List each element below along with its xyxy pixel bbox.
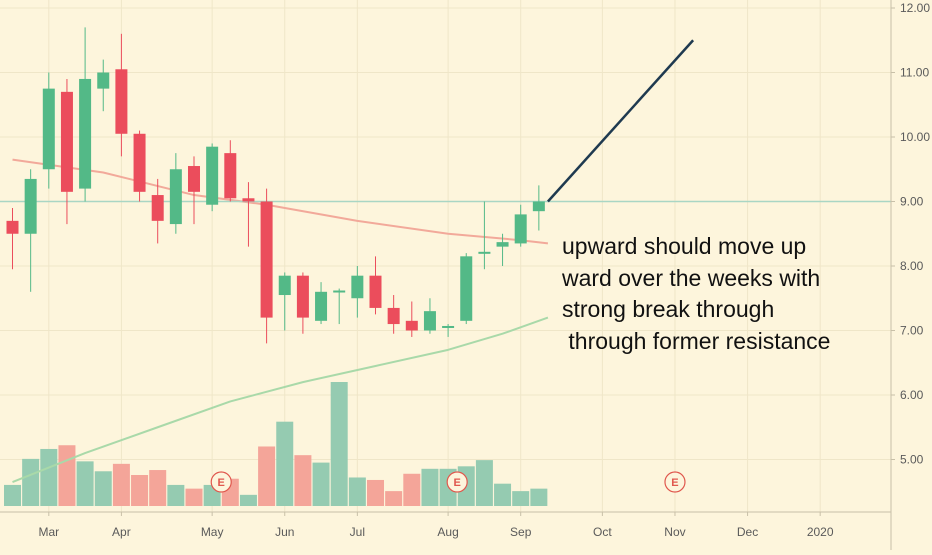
volume-bar [276,421,294,506]
time-tick-label: Nov [664,525,685,539]
candle-down [188,166,200,192]
candle-up [333,290,346,293]
earnings-label: E [454,477,461,489]
moving-averages [12,158,549,484]
annotation-line-4: through former resistance [562,328,830,354]
time-tick-label: Oct [593,525,612,539]
candle-down [115,69,128,134]
trend-line[interactable] [546,39,695,203]
volume-bar [4,484,21,506]
volume-bar [475,460,493,506]
price-axis[interactable]: 12.00 11.00 10.00 9.00 8.00 7.00 6.00 5.00 [891,1,930,467]
candle-down [369,275,382,308]
candle-up [79,78,92,189]
volume-bar [149,470,167,506]
time-tick-label: Jul [350,525,365,539]
candle-down [151,195,164,221]
candle-up [351,275,364,299]
candle-down [133,133,146,192]
volume-bar [421,468,439,506]
candle-down [296,275,309,318]
candle-down [387,307,400,325]
time-tick-label: Dec [737,525,758,539]
time-tick-label: 2020 [807,525,834,539]
earnings-label: E [671,477,678,489]
price-tick-label: 10.00 [900,130,930,144]
price-tick-label: 6.00 [900,388,924,402]
candle-down [60,91,73,192]
candle-up [97,72,110,89]
time-axis[interactable]: Mar Apr May Jun Jul Aug Sep Oct Nov Dec 2020 [38,512,834,539]
annotation-line-3: strong break through [562,296,774,322]
volume-bar [294,455,312,506]
candle-up [24,178,37,234]
volume-bar [385,491,403,506]
price-tick-label: 8.00 [900,259,924,273]
candle-down [260,201,273,318]
volume-bar [185,488,203,506]
volume-bar [258,446,276,506]
time-tick-label: Aug [437,525,458,539]
candle-up [278,275,291,296]
volume-bar [494,483,512,506]
volume-bar [40,448,58,506]
price-tick-label: 12.00 [900,1,930,15]
candle-down [405,320,418,331]
volume-bar [58,445,76,506]
candle-up [42,88,55,170]
candle-up [206,146,219,205]
candle-up [423,311,436,331]
candle-up [532,201,545,212]
time-tick-label: Sep [510,525,532,539]
price-tick-label: 9.00 [900,195,924,209]
price-tick-label: 7.00 [900,324,924,338]
moving-average-short [12,158,549,245]
earnings-label: E [218,477,225,489]
candle-down [224,153,237,199]
volume-bar [403,473,421,506]
candle-up [315,291,328,321]
volume-bar [312,462,330,506]
candle-down [242,198,255,202]
moving-average-long [12,316,549,484]
volume-bars [4,382,548,506]
volume-bar [239,494,257,506]
volume-bar [530,488,548,506]
volume-bar [112,463,130,506]
annotation-line-2: ward over the weeks with [561,265,820,291]
volume-bar [348,477,366,506]
candle-up [169,169,182,225]
earnings-marker-1[interactable] [446,471,468,493]
annotation-line-1: upward should move up [562,233,806,259]
candle-up [478,251,491,254]
price-tick-label: 5.00 [900,453,924,467]
volume-bar [22,458,40,506]
candle-up [460,256,473,321]
earnings-marker-2[interactable] [664,471,686,493]
volume-bar [367,479,384,506]
candle-up [496,242,509,247]
candle-up [514,214,527,244]
candle-up [442,325,455,328]
volume-bar [94,471,112,506]
volume-bar [131,475,149,506]
time-tick-label: Mar [38,525,59,539]
volume-bar [76,461,94,506]
volume-bar [167,484,185,506]
earnings-marker-0[interactable] [210,471,232,493]
volume-bar [512,491,530,506]
candles [6,27,545,344]
time-tick-label: Apr [112,525,131,539]
time-tick-label: May [201,525,224,539]
candle-down [6,220,19,234]
time-tick-label: Jun [275,525,294,539]
annotation-text[interactable]: upward should move up ward over the week… [561,233,830,354]
price-tick-label: 11.00 [900,66,929,80]
volume-bar [330,382,348,506]
